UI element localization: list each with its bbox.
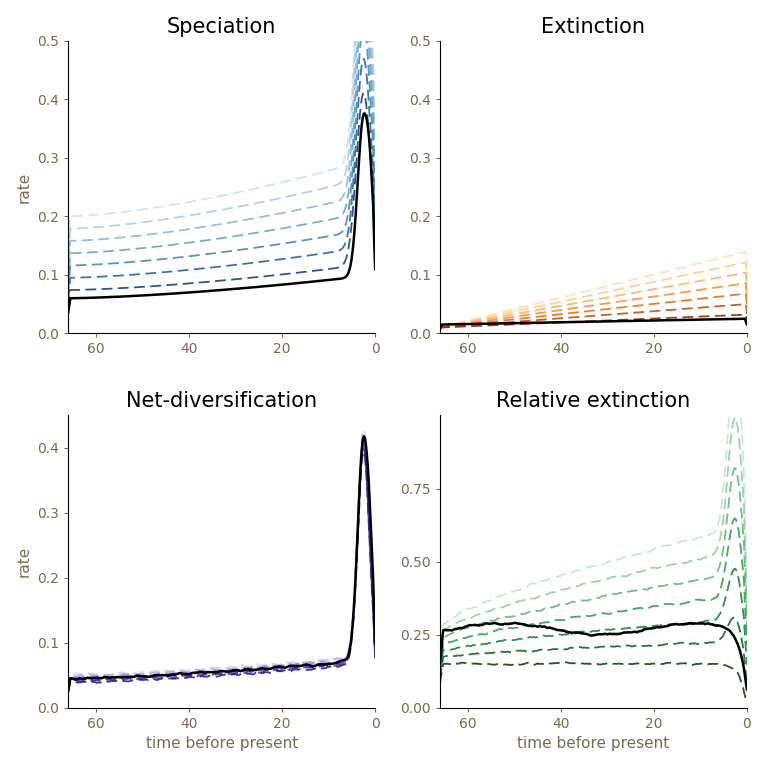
Title: Net-diversification: Net-diversification xyxy=(126,391,317,411)
X-axis label: time before present: time before present xyxy=(518,737,670,751)
Y-axis label: rate: rate xyxy=(17,546,31,578)
Title: Speciation: Speciation xyxy=(167,17,276,37)
Y-axis label: rate: rate xyxy=(17,171,31,203)
Title: Relative extinction: Relative extinction xyxy=(496,391,690,411)
X-axis label: time before present: time before present xyxy=(146,737,298,751)
Title: Extinction: Extinction xyxy=(541,17,645,37)
